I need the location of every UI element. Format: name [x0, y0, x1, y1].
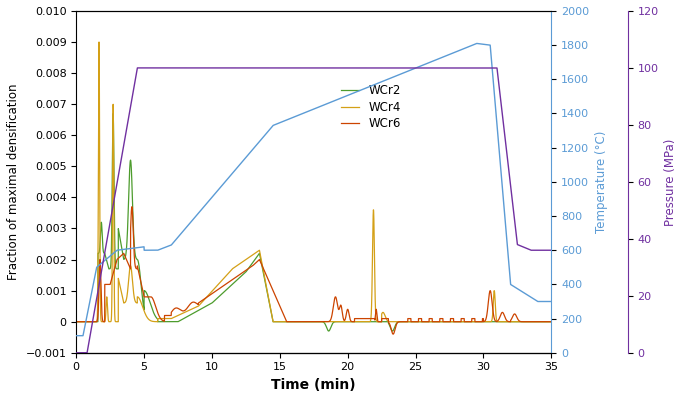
WCr2	[109, 111, 117, 116]
Temperature	[244, 152, 252, 157]
Line: WCr6: WCr6	[76, 207, 551, 334]
WCr4	[72, 319, 80, 324]
WCr2	[424, 319, 432, 324]
WCr4	[547, 319, 555, 324]
WCr4	[353, 319, 361, 324]
Line: Pressure: Pressure	[76, 68, 551, 353]
Temperature	[473, 41, 481, 46]
WCr4	[449, 319, 458, 324]
Pressure	[72, 350, 80, 355]
WCr6	[72, 319, 80, 324]
Line: Temperature: Temperature	[76, 43, 551, 336]
Legend: WCr2, WCr4, WCr6: WCr2, WCr4, WCr6	[335, 78, 406, 136]
Temperature	[424, 61, 432, 65]
WCr4	[95, 40, 103, 44]
WCr6	[547, 319, 555, 324]
WCr2	[389, 329, 397, 334]
WCr6	[450, 319, 458, 324]
WCr2	[547, 319, 555, 324]
Y-axis label: Temperature (°C): Temperature (°C)	[594, 131, 607, 233]
Pressure	[547, 248, 555, 253]
Temperature	[547, 299, 555, 304]
Pressure	[96, 277, 104, 281]
WCr2	[72, 319, 80, 324]
WCr2	[374, 319, 382, 324]
WCr4	[96, 270, 104, 275]
WCr6	[374, 319, 382, 324]
WCr6	[128, 204, 136, 209]
WCr6	[244, 267, 252, 271]
Pressure	[353, 65, 361, 70]
Pressure	[424, 65, 432, 70]
Line: WCr4: WCr4	[76, 42, 551, 322]
Temperature	[96, 262, 104, 267]
WCr6	[389, 332, 397, 336]
Line: WCr2: WCr2	[76, 114, 551, 331]
WCr2	[96, 240, 104, 245]
WCr6	[353, 316, 361, 321]
Temperature	[353, 89, 361, 94]
Y-axis label: Pressure (MPa): Pressure (MPa)	[664, 138, 677, 225]
WCr4	[424, 319, 432, 324]
Pressure	[374, 65, 382, 70]
WCr2	[244, 266, 252, 271]
Temperature	[449, 50, 458, 55]
X-axis label: Time (min): Time (min)	[272, 378, 356, 392]
WCr2	[353, 319, 361, 324]
Temperature	[72, 333, 80, 338]
WCr6	[96, 258, 104, 263]
Pressure	[133, 65, 142, 70]
Pressure	[244, 65, 252, 70]
WCr4	[244, 255, 252, 260]
WCr6	[424, 319, 432, 324]
WCr2	[450, 319, 458, 324]
Pressure	[449, 65, 458, 70]
Temperature	[374, 81, 382, 85]
Y-axis label: Fraction of maximal densification: Fraction of maximal densification	[7, 84, 20, 280]
WCr4	[374, 319, 382, 324]
